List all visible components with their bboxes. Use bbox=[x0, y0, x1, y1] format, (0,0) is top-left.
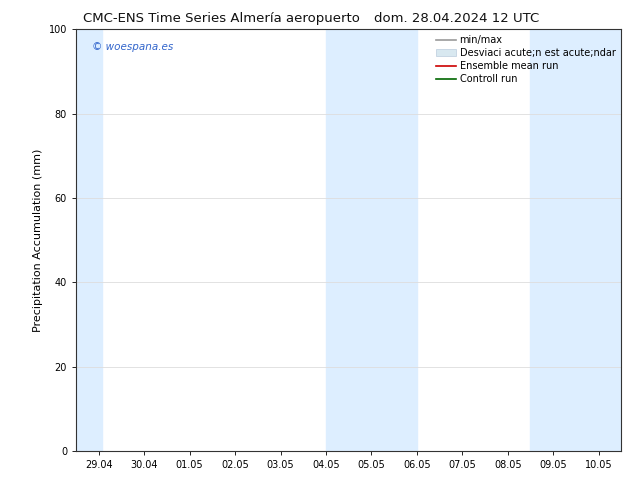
Text: © woespana.es: © woespana.es bbox=[93, 42, 174, 52]
Bar bbox=[326, 29, 417, 451]
Text: dom. 28.04.2024 12 UTC: dom. 28.04.2024 12 UTC bbox=[374, 12, 539, 25]
Legend: min/max, Desviaci acute;n est acute;ndar, Ensemble mean run, Controll run: min/max, Desviaci acute;n est acute;ndar… bbox=[432, 31, 619, 88]
Bar bbox=[531, 29, 621, 451]
Text: CMC-ENS Time Series Almería aeropuerto: CMC-ENS Time Series Almería aeropuerto bbox=[84, 12, 360, 25]
Bar bbox=[76, 29, 103, 451]
Y-axis label: Precipitation Accumulation (mm): Precipitation Accumulation (mm) bbox=[33, 148, 43, 332]
